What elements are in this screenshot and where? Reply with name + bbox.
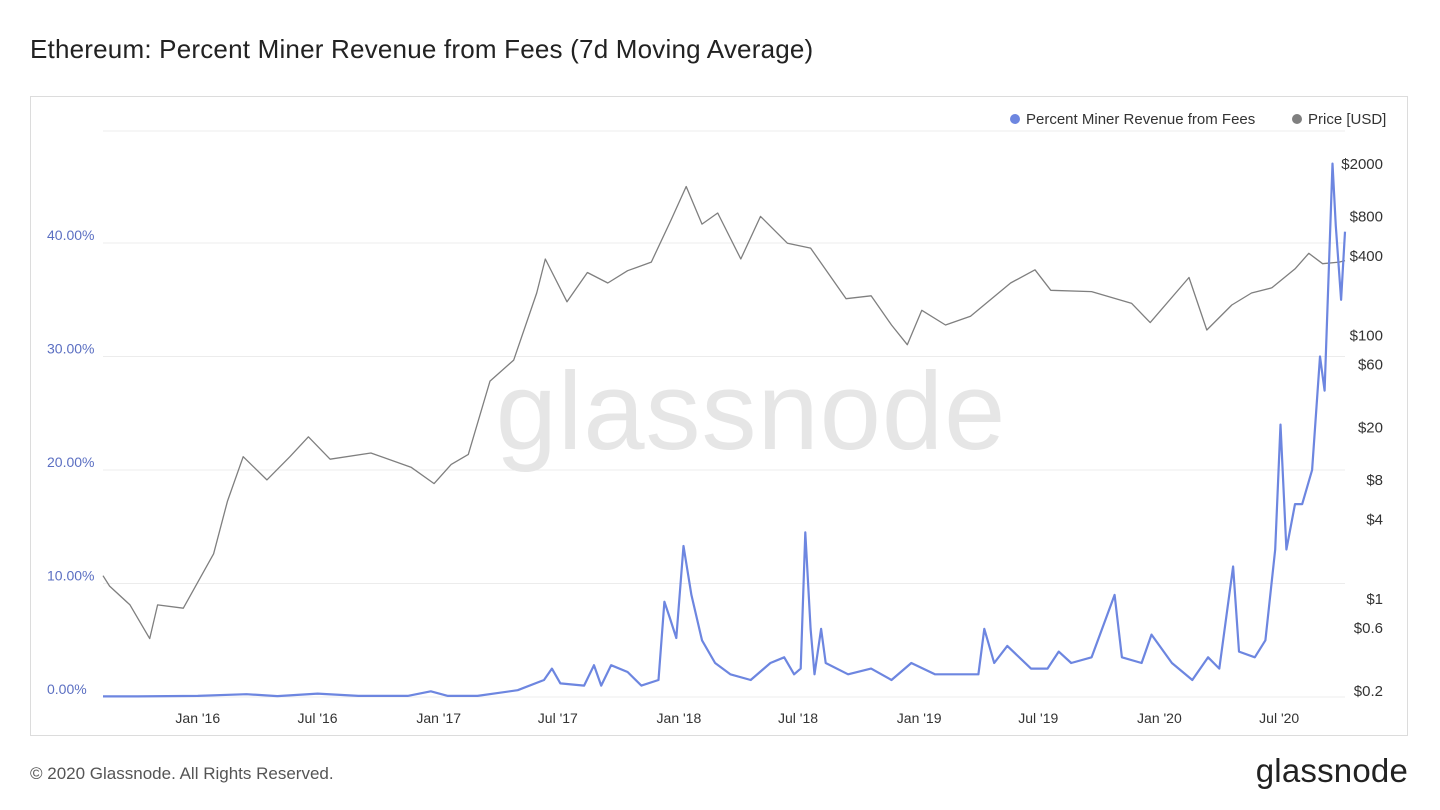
legend: Percent Miner Revenue from Fees Price [US… bbox=[1010, 111, 1386, 128]
left-axis: 0.00% 10.00% 20.00% 30.00% 40.00% bbox=[47, 227, 94, 697]
x-axis-tick-label: Jul '19 bbox=[1018, 710, 1058, 726]
legend-label: Percent Miner Revenue from Fees bbox=[1026, 111, 1255, 128]
x-axis-tick-label: Jul '20 bbox=[1259, 710, 1299, 726]
right-axis-tick-label: $0.2 bbox=[1354, 683, 1383, 700]
right-axis-tick-label: $800 bbox=[1350, 208, 1383, 225]
chart-panel: glassnode 0.00% 10.00% 20.00% 30.00% 40.00% … bbox=[30, 96, 1408, 736]
legend-label: Price [USD] bbox=[1308, 111, 1386, 128]
x-axis-tick-label: Jul '17 bbox=[538, 710, 578, 726]
x-axis: Jan '16 Jul '16 Jan '17 Jul '17 Jan '18 Jul '… bbox=[175, 710, 1299, 726]
series-line-fees bbox=[103, 162, 1347, 698]
legend-marker bbox=[1010, 114, 1020, 124]
x-axis-tick-label: Jul '16 bbox=[298, 710, 338, 726]
right-axis: $0.2 $0.6 $1 $4 $8 $20 $60 $100 $400 $800 $2000 bbox=[1341, 156, 1383, 700]
x-axis-tick-label: Jan '18 bbox=[657, 710, 702, 726]
left-axis-tick-label: 0.00% bbox=[47, 681, 87, 697]
series-layer bbox=[102, 162, 1347, 698]
right-axis-tick-label: $400 bbox=[1350, 248, 1383, 265]
chart-svg: glassnode 0.00%10.00%20.00%30.00%40.00% … bbox=[47, 111, 1386, 726]
left-axis-tick-label: 10.00% bbox=[47, 568, 94, 584]
x-axis-tick-label: Jul '18 bbox=[778, 710, 818, 726]
chart-title: Ethereum: Percent Miner Revenue from Fee… bbox=[30, 34, 814, 64]
right-axis-tick-label: $0.6 bbox=[1354, 620, 1383, 637]
grid-lines bbox=[103, 130, 1345, 698]
left-axis-tick-label: 20.00% bbox=[47, 454, 94, 470]
right-axis-tick-label: $2000 bbox=[1341, 156, 1383, 173]
right-axis-tick-label: $60 bbox=[1358, 357, 1383, 374]
right-axis-tick-label: $1 bbox=[1366, 591, 1383, 608]
copyright-text: © 2020 Glassnode. All Rights Reserved. bbox=[30, 764, 334, 783]
right-axis-tick-label: $20 bbox=[1358, 420, 1383, 437]
right-axis-tick-label: $8 bbox=[1366, 472, 1383, 489]
right-axis-tick-label: $100 bbox=[1350, 327, 1383, 344]
x-axis-tick-label: Jan '19 bbox=[897, 710, 942, 726]
x-axis-tick-label: Jan '20 bbox=[1137, 710, 1182, 726]
glassnode-logo[interactable]: glassnode bbox=[1255, 752, 1408, 789]
left-axis-tick-label: 40.00% bbox=[47, 227, 94, 243]
x-axis-tick-label: Jan '16 bbox=[175, 710, 220, 726]
legend-item[interactable]: Price [USD] bbox=[1292, 111, 1386, 128]
left-axis-tick-label: 30.00% bbox=[47, 341, 94, 357]
x-axis-tick-label: Jan '17 bbox=[416, 710, 461, 726]
right-axis-tick-label: $4 bbox=[1366, 512, 1383, 529]
watermark: glassnode bbox=[496, 350, 1007, 473]
series-line-price bbox=[102, 185, 1346, 640]
legend-marker bbox=[1292, 114, 1302, 124]
legend-item[interactable]: Percent Miner Revenue from Fees bbox=[1010, 111, 1255, 128]
